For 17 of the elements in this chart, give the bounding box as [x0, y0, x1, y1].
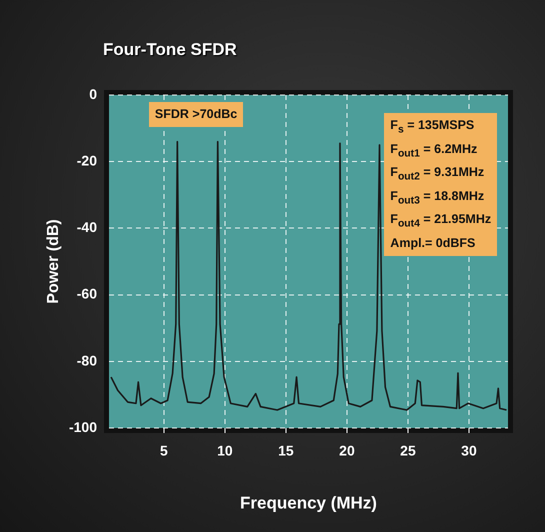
- x-tick-label: 25: [400, 442, 416, 458]
- y-tick-label: -100: [68, 418, 98, 435]
- y-tick-label: -60: [76, 286, 98, 302]
- x-tick-label: 10: [217, 442, 233, 458]
- x-axis-title: Frequency (MHz): [240, 493, 377, 512]
- annotation: SFDR >70dBc: [148, 102, 244, 127]
- text: F$_{s}$ = 135MSPS F$_{out1}$ = 6.2MHz F$_{out2}$ = 9.31MHz F$_{out3}$ = 18.8MHz F$_{out4}$ = 21.95MHz Ampl.= 0dBFS: [390, 118, 492, 250]
- y-tick-label: -40: [76, 219, 98, 236]
- y-tick-label: -80: [76, 352, 98, 368]
- x-tick-label: 15: [278, 442, 294, 458]
- chart-title: Four-Tone SFDR: [103, 40, 237, 60]
- y-tick-label: -20: [76, 152, 98, 168]
- x-tick-label: 20: [339, 442, 355, 458]
- y-axis-title: Power (dB): [45, 219, 62, 304]
- x-tick-label: 30: [461, 442, 477, 458]
- y-tick-label: 0: [89, 86, 98, 102]
- x-tick-label: 5: [160, 442, 168, 458]
